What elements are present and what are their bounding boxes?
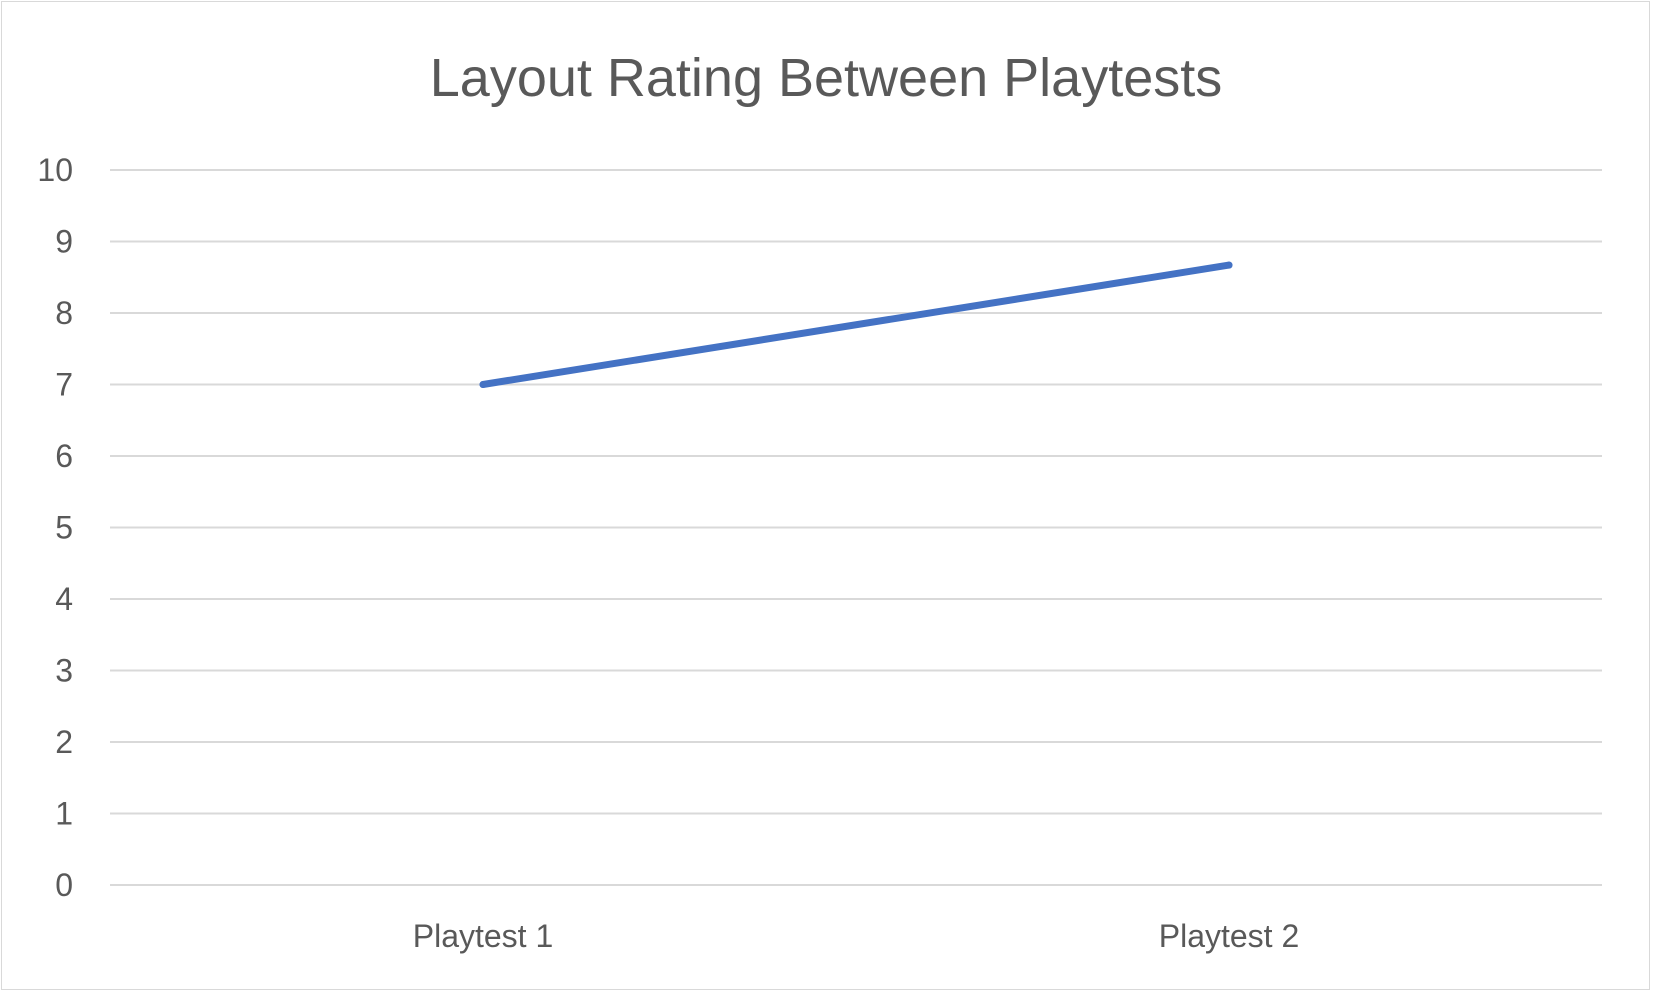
data-point-2 bbox=[1225, 261, 1233, 269]
y-tick-label-0: 0 bbox=[55, 867, 73, 903]
chart-title: Layout Rating Between Playtests bbox=[430, 48, 1222, 108]
y-tick-label-9: 9 bbox=[55, 224, 73, 260]
y-tick-label-2: 2 bbox=[55, 724, 73, 760]
x-tick-label-2: Playtest 2 bbox=[1159, 918, 1300, 954]
y-tick-label-10: 10 bbox=[37, 152, 73, 188]
y-tick-label-3: 3 bbox=[55, 653, 73, 689]
series-line-1 bbox=[479, 261, 1233, 388]
x-tick-label-1: Playtest 1 bbox=[413, 918, 554, 954]
y-axis-tick-labels: 0 1 2 3 4 5 6 7 8 9 10 bbox=[37, 152, 73, 903]
data-point-1 bbox=[479, 381, 487, 388]
series-layer bbox=[479, 261, 1233, 388]
y-tick-label-5: 5 bbox=[55, 510, 73, 546]
x-axis-tick-labels: Playtest 1 Playtest 2 bbox=[413, 918, 1300, 954]
y-tick-label-1: 1 bbox=[55, 796, 73, 832]
y-tick-label-4: 4 bbox=[55, 581, 73, 617]
y-tick-label-8: 8 bbox=[55, 295, 73, 331]
gridlines bbox=[110, 169, 1602, 886]
y-tick-label-6: 6 bbox=[55, 438, 73, 474]
y-tick-label-7: 7 bbox=[55, 367, 73, 403]
